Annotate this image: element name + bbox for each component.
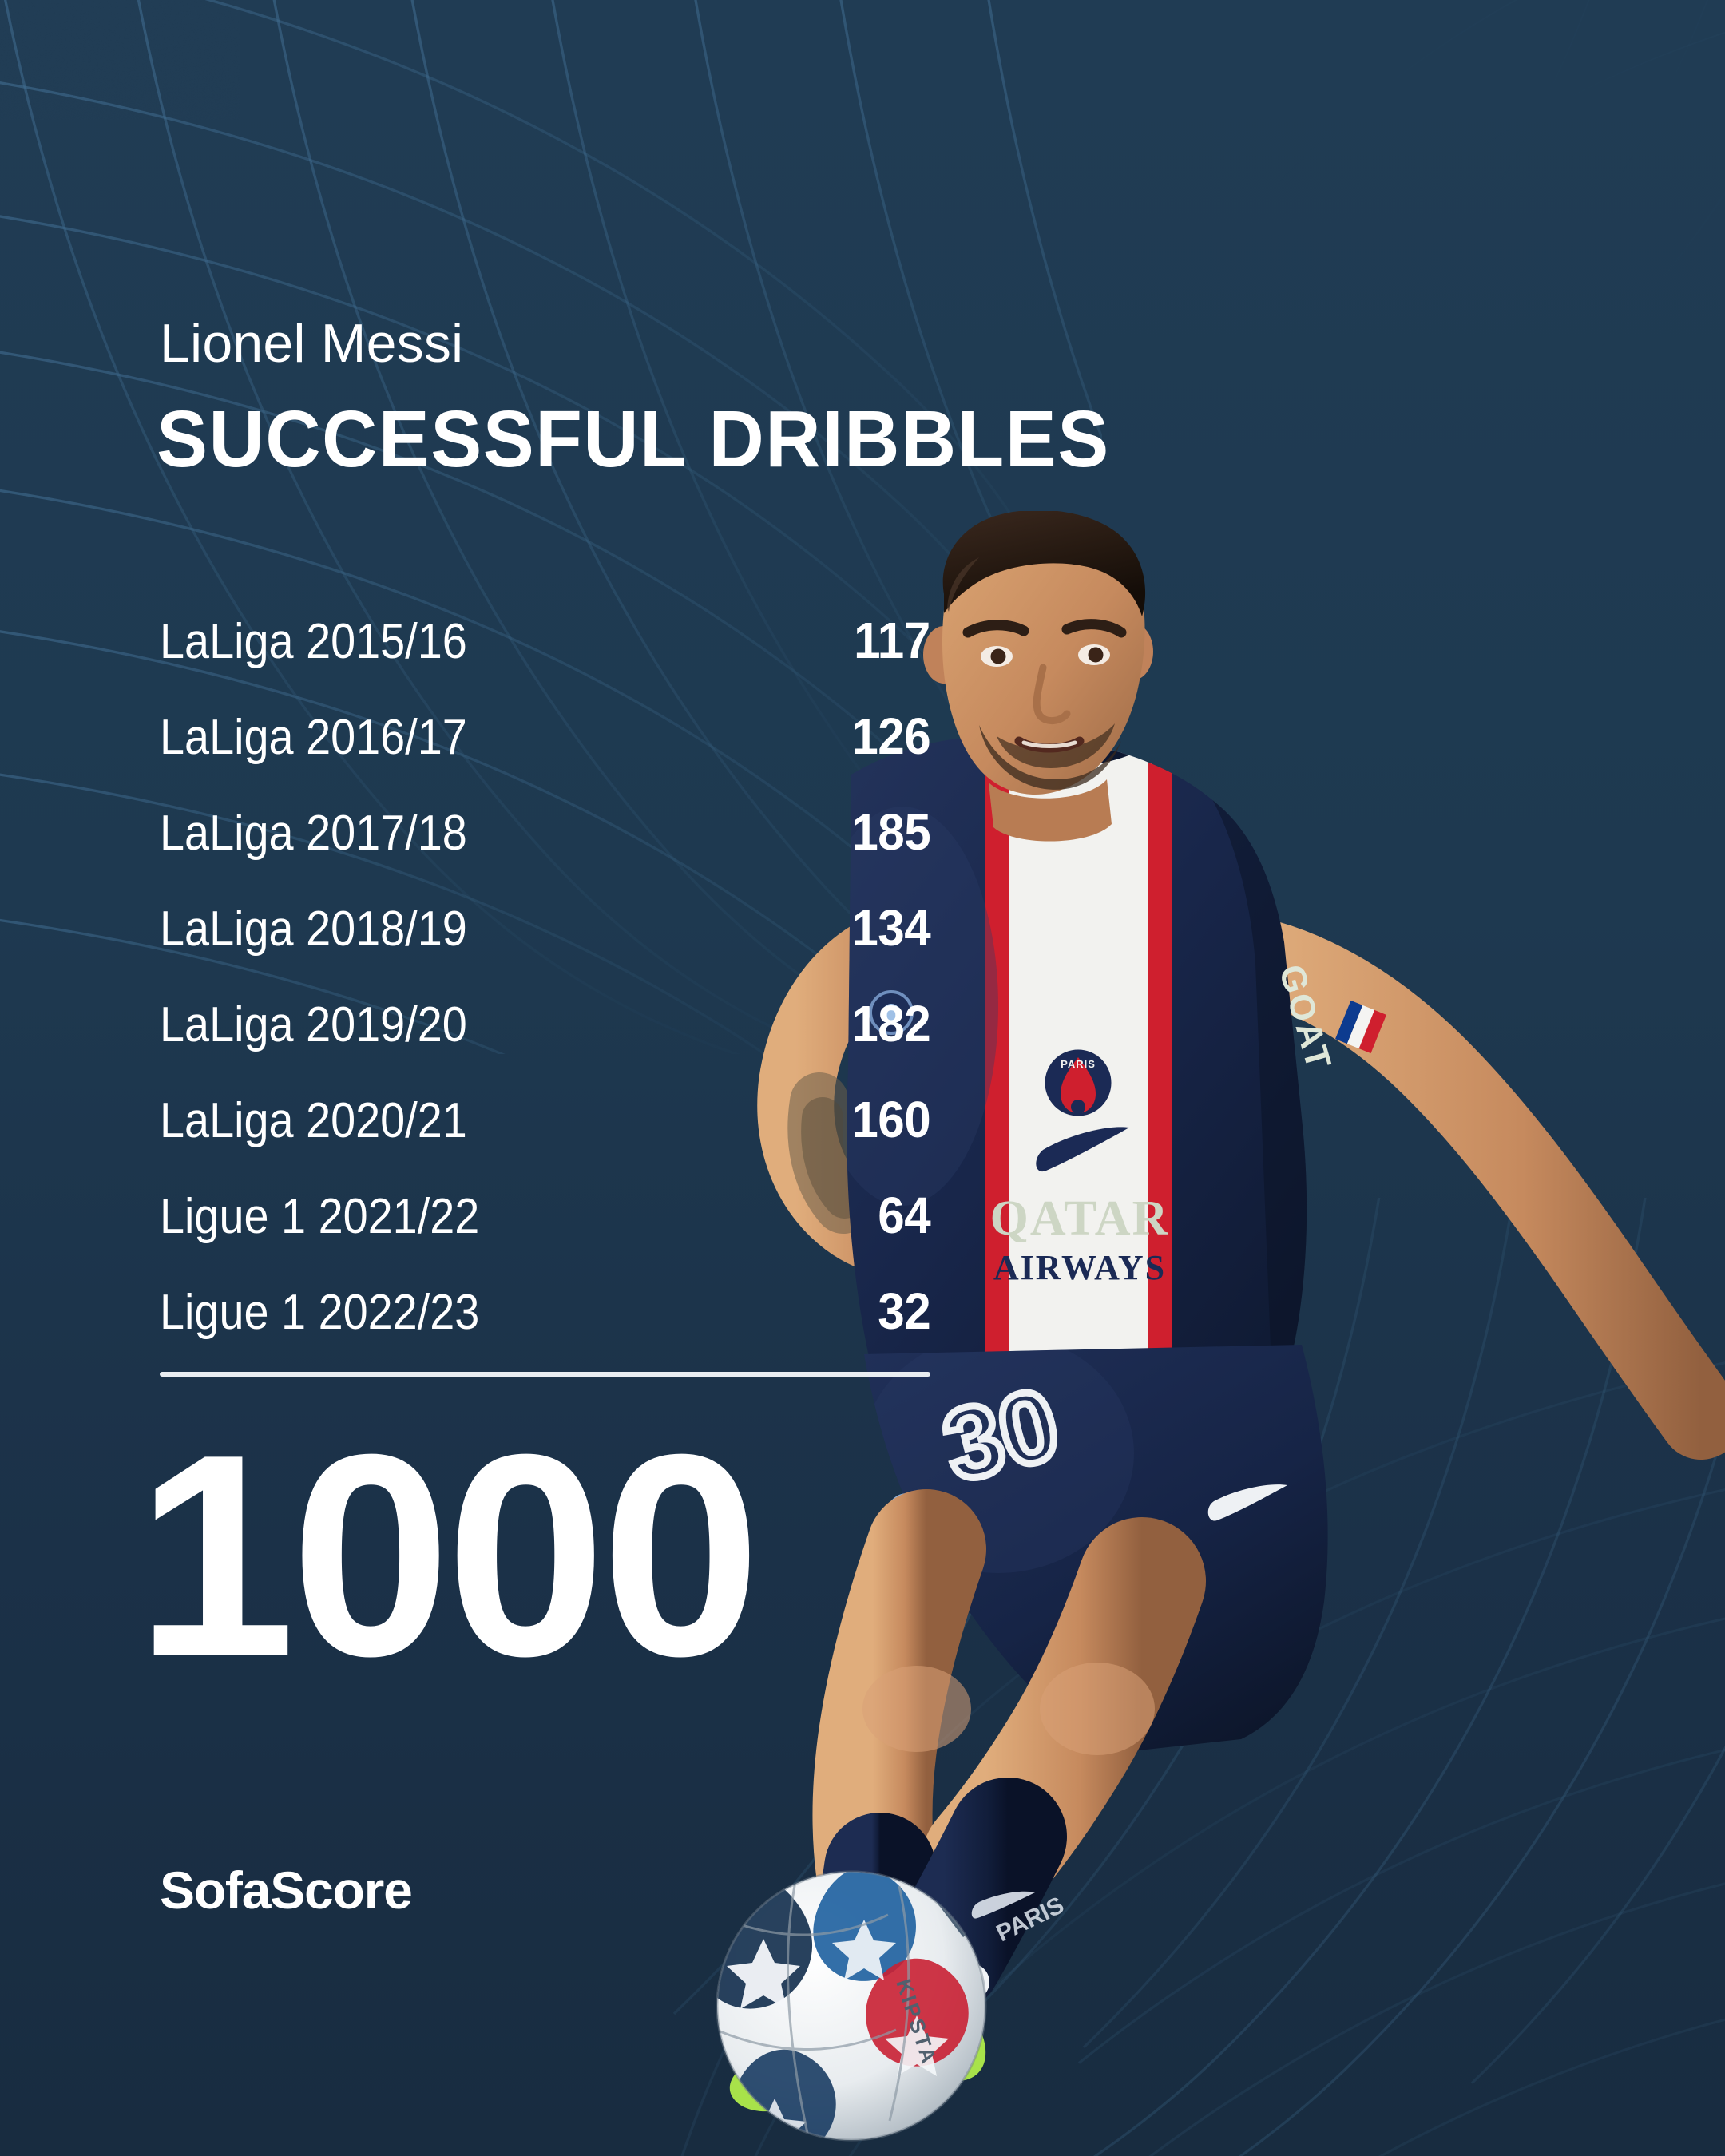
sofascore-logo: SofaScore bbox=[160, 1861, 413, 1920]
psg-crest-icon: PARIS bbox=[1041, 1045, 1116, 1120]
season-label: LaLiga 2020/21 bbox=[160, 1093, 467, 1148]
france-flag-patch bbox=[1335, 1000, 1386, 1054]
season-label: Ligue 1 2022/23 bbox=[160, 1285, 480, 1340]
season-label: LaLiga 2019/20 bbox=[160, 997, 467, 1052]
table-row: LaLiga 2020/21 160 bbox=[160, 1094, 930, 1190]
table-row: LaLiga 2016/17 126 bbox=[160, 711, 930, 807]
dribbles-value: 134 bbox=[851, 899, 930, 957]
season-label: LaLiga 2015/16 bbox=[160, 614, 467, 669]
svg-text:PARIS: PARIS bbox=[993, 1892, 1069, 1947]
dribbles-value: 64 bbox=[878, 1187, 930, 1244]
svg-text:AIRWAYS: AIRWAYS bbox=[993, 1248, 1166, 1287]
total-divider bbox=[160, 1372, 930, 1377]
season-label: LaLiga 2017/18 bbox=[160, 806, 467, 861]
season-label: LaLiga 2016/17 bbox=[160, 710, 467, 765]
svg-text:QATAR: QATAR bbox=[990, 1191, 1170, 1246]
nike-swoosh-icon bbox=[1036, 1127, 1129, 1172]
goat-sleeve-text: GOAT bbox=[1271, 961, 1339, 1076]
total-value: 1000 bbox=[136, 1395, 761, 1716]
content-column: Lionel Messi SUCCESSFUL DRIBBLES LaLiga … bbox=[136, 0, 1108, 2156]
season-label: Ligue 1 2021/22 bbox=[160, 1189, 480, 1244]
dribbles-value: 32 bbox=[878, 1282, 930, 1340]
table-row: LaLiga 2018/19 134 bbox=[160, 902, 930, 998]
dribbles-value: 160 bbox=[851, 1091, 930, 1148]
table-row: Ligue 1 2022/23 32 bbox=[160, 1286, 930, 1381]
table-row: LaLiga 2017/18 185 bbox=[160, 807, 930, 902]
dribbles-value: 117 bbox=[854, 612, 930, 669]
table-row: Ligue 1 2021/22 64 bbox=[160, 1190, 930, 1286]
table-row: LaLiga 2015/16 117 bbox=[160, 615, 930, 711]
page-title: SUCCESSFUL DRIBBLES bbox=[157, 394, 1110, 484]
player-name: Lionel Messi bbox=[160, 313, 464, 374]
dribbles-value: 185 bbox=[851, 803, 930, 861]
dribbles-value: 182 bbox=[851, 995, 930, 1052]
season-label: LaLiga 2018/19 bbox=[160, 902, 467, 957]
svg-text:GOAT: GOAT bbox=[1271, 961, 1339, 1076]
dribbles-value: 126 bbox=[851, 707, 930, 765]
stats-table: LaLiga 2015/16 117 LaLiga 2016/17 126 La… bbox=[160, 615, 930, 1381]
svg-text:PARIS: PARIS bbox=[1061, 1058, 1096, 1070]
table-row: LaLiga 2019/20 182 bbox=[160, 998, 930, 1094]
grid-pattern-top-right bbox=[1166, 0, 1725, 463]
